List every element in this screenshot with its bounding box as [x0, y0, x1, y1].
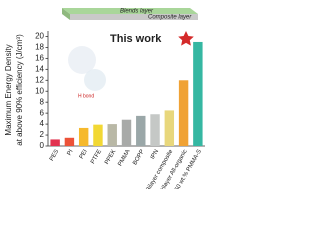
x-tick-label: PES — [49, 149, 60, 162]
x-tick-label: PEI — [79, 149, 89, 161]
bar — [178, 80, 189, 146]
bar — [136, 115, 146, 146]
x-tick-label: BOPP — [132, 149, 146, 166]
y-tick-label: 18 — [35, 43, 44, 52]
blends-layer-shape — [62, 8, 198, 14]
composite-layer-shape — [70, 14, 198, 20]
y-tick-label: 16 — [35, 53, 44, 62]
y-tick-label: 6 — [40, 108, 45, 117]
molecule-illustration — [84, 69, 106, 91]
annotation: Blends layer — [120, 9, 154, 15]
bar — [164, 110, 175, 146]
y-tick-label: 0 — [40, 141, 45, 150]
annotation: This work — [110, 33, 162, 45]
bar — [107, 124, 117, 146]
annotation: Composite layer — [148, 15, 192, 21]
inset-illustration — [62, 8, 198, 91]
annotation: H bond — [78, 93, 94, 99]
y-axis-label: at above 90% efficiency (J/cm³) — [15, 34, 24, 146]
x-tick-label: PTFE — [90, 149, 103, 165]
bar — [150, 114, 160, 146]
x-tick-label: IPN — [150, 149, 160, 161]
x-tick-label: PMMA — [117, 149, 131, 168]
y-tick-label: 8 — [40, 97, 45, 106]
chart: Blends layer Composite layer This work H… — [4, 8, 205, 189]
bar — [78, 127, 89, 146]
star-icon — [178, 31, 194, 46]
y-tick-label: 4 — [40, 119, 45, 128]
y-tick-label: 20 — [35, 32, 44, 41]
x-tick-label: PPEK — [104, 149, 117, 166]
y-tick-label: 2 — [40, 130, 45, 139]
y-axis-label: Maximum Energy Density — [4, 44, 13, 135]
y-tick-label: 10 — [35, 86, 44, 95]
x-tick-label: PI — [66, 149, 74, 157]
y-tick-label: 12 — [35, 75, 44, 84]
bar — [93, 124, 103, 146]
bar — [64, 137, 75, 146]
molecule-illustration — [68, 46, 96, 74]
layer-side — [62, 8, 70, 20]
bar — [50, 139, 60, 146]
y-tick-label: 14 — [35, 64, 44, 73]
bar — [121, 119, 132, 146]
bar — [193, 41, 203, 147]
